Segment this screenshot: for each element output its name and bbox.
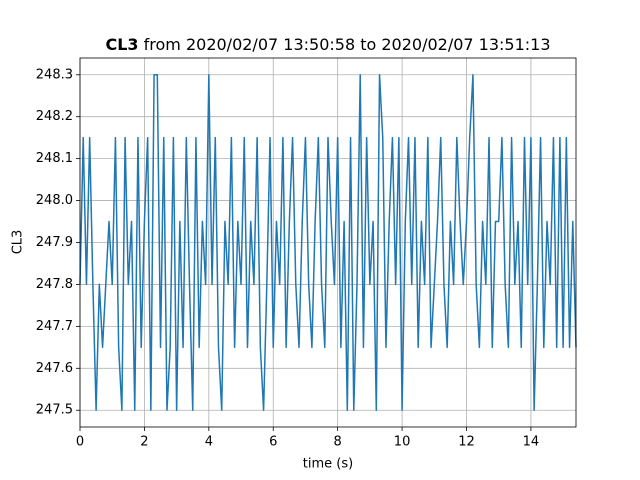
y-tick-label: 248.0 [36,193,73,208]
y-tick-label: 248.3 [36,67,73,82]
y-axis-label: CL3 [11,230,26,255]
x-tick-label: 12 [458,435,475,450]
title-text: from 2020/02/07 13:50:58 to 2020/02/07 1… [144,35,551,54]
x-tick-label: 4 [205,435,213,450]
y-tick-label: 247.8 [36,277,73,292]
y-tick-label: 247.7 [36,319,73,334]
x-tick-label: 0 [76,435,84,450]
plot-frame [79,57,577,428]
title-bold: CL3 [105,35,138,54]
x-axis-label: time (s) [303,457,353,472]
y-tick-label: 247.9 [36,235,73,250]
y-tick-label: 248.1 [36,151,73,166]
y-tick-label: 248.2 [36,109,73,124]
x-tick-label: 2 [140,435,148,450]
x-tick-label: 6 [269,435,277,450]
chart-title: CL3 from 2020/02/07 13:50:58 to 2020/02/… [105,35,550,54]
x-tick-label: 14 [523,435,540,450]
x-tick-label: 8 [334,435,342,450]
data-line [79,74,577,411]
y-tick-label: 247.6 [36,361,73,376]
y-tick-label: 247.5 [36,403,73,418]
x-tick-label: 10 [394,435,411,450]
